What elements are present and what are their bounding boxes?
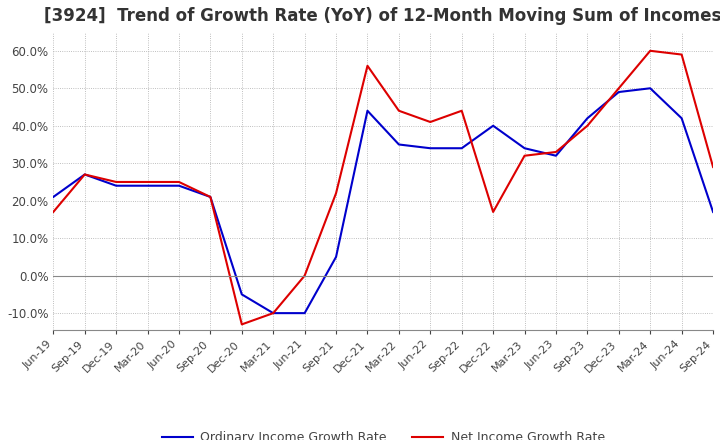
Net Income Growth Rate — [363, 63, 372, 69]
Ordinary Income Growth Rate — [678, 116, 686, 121]
Ordinary Income Growth Rate — [614, 89, 623, 95]
Net Income Growth Rate — [81, 172, 89, 177]
Legend: Ordinary Income Growth Rate, Net Income Growth Rate: Ordinary Income Growth Rate, Net Income … — [157, 426, 610, 440]
Net Income Growth Rate — [614, 86, 623, 91]
Net Income Growth Rate — [112, 180, 120, 185]
Ordinary Income Growth Rate — [583, 116, 592, 121]
Ordinary Income Growth Rate — [489, 123, 498, 128]
Ordinary Income Growth Rate — [332, 254, 341, 260]
Net Income Growth Rate — [206, 194, 215, 200]
Ordinary Income Growth Rate — [238, 292, 246, 297]
Ordinary Income Growth Rate — [81, 172, 89, 177]
Ordinary Income Growth Rate — [363, 108, 372, 114]
Net Income Growth Rate — [457, 108, 466, 114]
Ordinary Income Growth Rate — [426, 146, 435, 151]
Ordinary Income Growth Rate — [206, 194, 215, 200]
Ordinary Income Growth Rate — [300, 311, 309, 316]
Net Income Growth Rate — [269, 311, 277, 316]
Net Income Growth Rate — [708, 164, 717, 169]
Ordinary Income Growth Rate — [552, 153, 560, 158]
Net Income Growth Rate — [426, 119, 435, 125]
Ordinary Income Growth Rate — [457, 146, 466, 151]
Ordinary Income Growth Rate — [112, 183, 120, 188]
Net Income Growth Rate — [49, 209, 58, 215]
Net Income Growth Rate — [552, 149, 560, 154]
Net Income Growth Rate — [583, 123, 592, 128]
Net Income Growth Rate — [395, 108, 403, 114]
Ordinary Income Growth Rate — [521, 146, 529, 151]
Ordinary Income Growth Rate — [646, 86, 654, 91]
Net Income Growth Rate — [646, 48, 654, 53]
Ordinary Income Growth Rate — [708, 209, 717, 215]
Net Income Growth Rate — [521, 153, 529, 158]
Net Income Growth Rate — [678, 52, 686, 57]
Net Income Growth Rate — [489, 209, 498, 215]
Ordinary Income Growth Rate — [395, 142, 403, 147]
Net Income Growth Rate — [332, 191, 341, 196]
Line: Ordinary Income Growth Rate: Ordinary Income Growth Rate — [53, 88, 713, 313]
Net Income Growth Rate — [238, 322, 246, 327]
Line: Net Income Growth Rate: Net Income Growth Rate — [53, 51, 713, 324]
Net Income Growth Rate — [143, 180, 152, 185]
Ordinary Income Growth Rate — [269, 311, 277, 316]
Title: [3924]  Trend of Growth Rate (YoY) of 12-Month Moving Sum of Incomes: [3924] Trend of Growth Rate (YoY) of 12-… — [45, 7, 720, 25]
Ordinary Income Growth Rate — [175, 183, 184, 188]
Ordinary Income Growth Rate — [143, 183, 152, 188]
Net Income Growth Rate — [175, 180, 184, 185]
Net Income Growth Rate — [300, 273, 309, 278]
Ordinary Income Growth Rate — [49, 194, 58, 200]
